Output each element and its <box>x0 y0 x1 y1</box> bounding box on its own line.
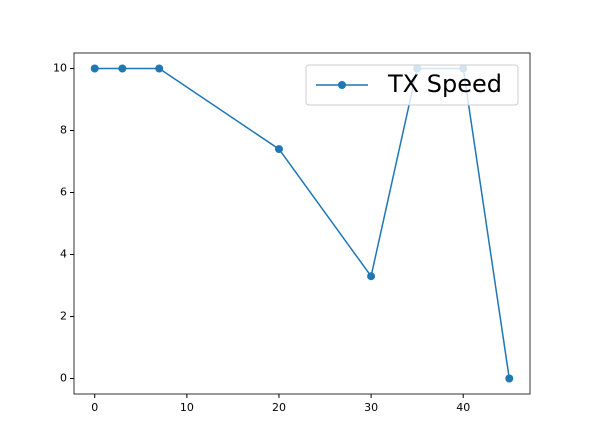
point <box>274 145 283 154</box>
y-tick-label: 0 <box>60 372 67 385</box>
x-tick-label: 0 <box>91 401 98 414</box>
plot-frame <box>73 52 531 395</box>
y-tick-label: 2 <box>60 310 67 323</box>
y-tick-label: 6 <box>60 186 67 199</box>
line <box>94 67 511 379</box>
x-tick-label: 30 <box>364 401 378 414</box>
legend-box <box>305 64 519 106</box>
x-tick-label: 20 <box>272 401 286 414</box>
x-tick-label: 10 <box>180 401 194 414</box>
legend-label: TX Speed <box>387 70 502 98</box>
point <box>90 64 99 73</box>
legend-marker <box>338 81 346 89</box>
point <box>155 64 164 73</box>
point <box>505 374 514 383</box>
point <box>367 272 376 281</box>
y-tick-label: 8 <box>60 124 67 137</box>
legend: TX Speed <box>305 64 519 106</box>
y-tick-label: 10 <box>53 62 67 75</box>
point <box>118 64 127 73</box>
x-tick-label: 40 <box>456 401 470 414</box>
y-tick-label: 4 <box>60 248 67 261</box>
